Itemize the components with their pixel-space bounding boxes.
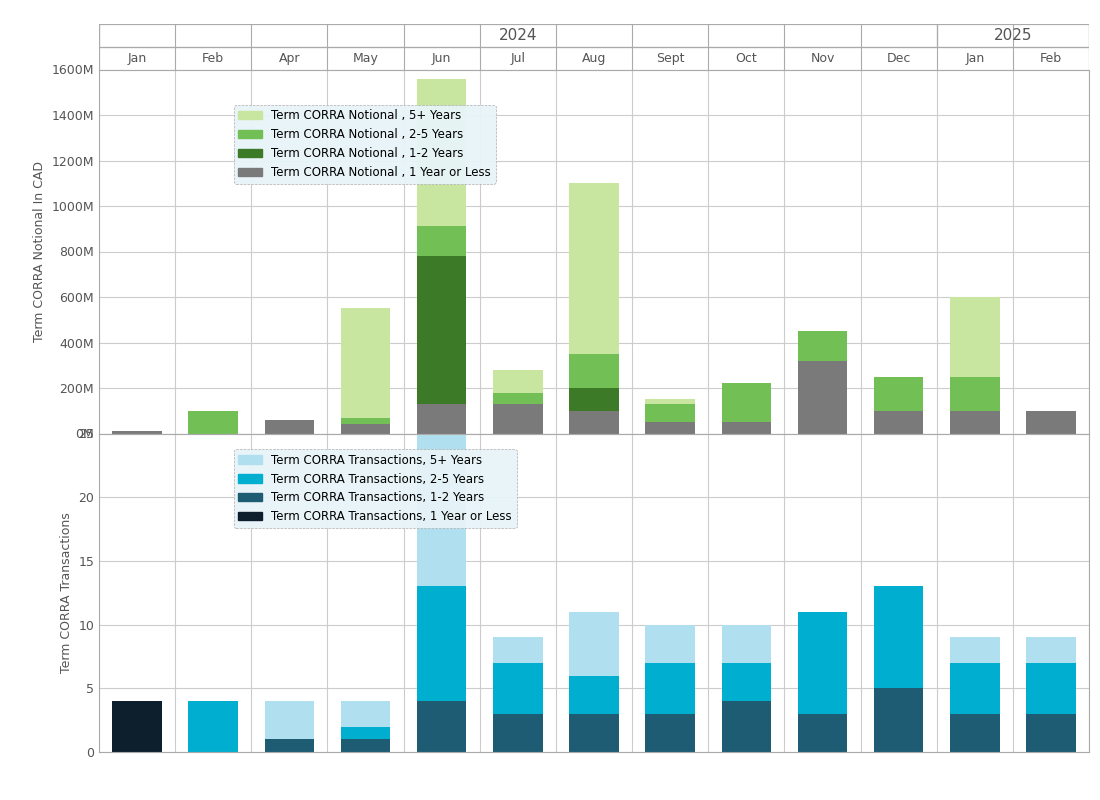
Text: Feb: Feb [1040, 52, 1062, 65]
Bar [570, 410, 618, 434]
Bar [112, 431, 162, 434]
Bar [950, 663, 1000, 714]
Bar [646, 714, 695, 752]
Bar [99, 24, 937, 46]
Bar [646, 625, 695, 663]
Bar [950, 297, 1000, 377]
Bar [341, 308, 390, 418]
Bar [265, 420, 315, 434]
Bar [341, 739, 390, 752]
Y-axis label: Term CORRA Transactions: Term CORRA Transactions [59, 512, 73, 673]
Bar [493, 404, 542, 434]
Bar [646, 399, 695, 404]
Bar [1026, 638, 1076, 663]
Bar [873, 377, 923, 410]
Bar [570, 714, 618, 752]
Y-axis label: Term CORRA Notional In CAD: Term CORRA Notional In CAD [33, 161, 46, 342]
Bar [265, 739, 315, 752]
Bar [1026, 410, 1076, 434]
Text: Jan: Jan [965, 52, 985, 65]
Bar [570, 675, 618, 714]
Bar [417, 256, 466, 404]
Bar [1026, 663, 1076, 714]
Bar [570, 354, 618, 388]
Bar [112, 701, 162, 752]
Bar [873, 688, 923, 752]
Bar [646, 422, 695, 434]
Bar [99, 24, 1089, 46]
Bar [722, 625, 771, 663]
Bar [950, 377, 1000, 410]
Text: 2025: 2025 [993, 28, 1032, 43]
Bar [570, 388, 618, 410]
Bar [570, 612, 618, 675]
Bar [341, 418, 390, 424]
Bar [493, 393, 542, 404]
Bar [950, 410, 1000, 434]
Text: Dec: Dec [887, 52, 911, 65]
Bar [417, 226, 466, 256]
Text: Jun: Jun [432, 52, 451, 65]
Bar [950, 714, 1000, 752]
Bar [798, 714, 847, 752]
Bar [873, 586, 923, 688]
Bar [417, 404, 466, 434]
Bar [493, 663, 542, 714]
Bar [493, 370, 542, 393]
Text: 2024: 2024 [498, 28, 537, 43]
Bar [417, 434, 466, 586]
Bar [188, 410, 238, 434]
Bar [722, 701, 771, 752]
Text: Nov: Nov [811, 52, 835, 65]
Bar [417, 701, 466, 752]
Bar [265, 701, 315, 739]
Bar [722, 663, 771, 701]
Bar [722, 422, 771, 434]
Bar [722, 383, 771, 422]
Bar [798, 361, 847, 434]
Text: Feb: Feb [202, 52, 224, 65]
Bar [937, 24, 1089, 46]
Text: Aug: Aug [582, 52, 606, 65]
Bar [493, 714, 542, 752]
Text: May: May [353, 52, 378, 65]
Text: Sept: Sept [656, 52, 684, 65]
Bar [1026, 714, 1076, 752]
Bar [646, 404, 695, 422]
Bar [570, 183, 618, 354]
Bar [341, 424, 390, 434]
Bar [417, 586, 466, 701]
Bar [873, 410, 923, 434]
Bar [417, 78, 466, 226]
Text: Oct: Oct [736, 52, 757, 65]
Bar [341, 726, 390, 739]
Bar [950, 638, 1000, 663]
Text: Jan: Jan [128, 52, 146, 65]
Bar [99, 46, 1089, 70]
Legend: Term CORRA Notional , 5+ Years, Term CORRA Notional , 2-5 Years, Term CORRA Noti: Term CORRA Notional , 5+ Years, Term COR… [233, 105, 496, 184]
Bar [493, 638, 542, 663]
Legend: Term CORRA Transactions, 5+ Years, Term CORRA Transactions, 2-5 Years, Term CORR: Term CORRA Transactions, 5+ Years, Term … [233, 449, 517, 528]
Bar [798, 331, 847, 361]
Text: Jul: Jul [510, 52, 526, 65]
Bar [188, 701, 238, 752]
Text: Apr: Apr [278, 52, 300, 65]
Bar [341, 701, 390, 726]
Bar [798, 612, 847, 714]
Bar [646, 663, 695, 714]
